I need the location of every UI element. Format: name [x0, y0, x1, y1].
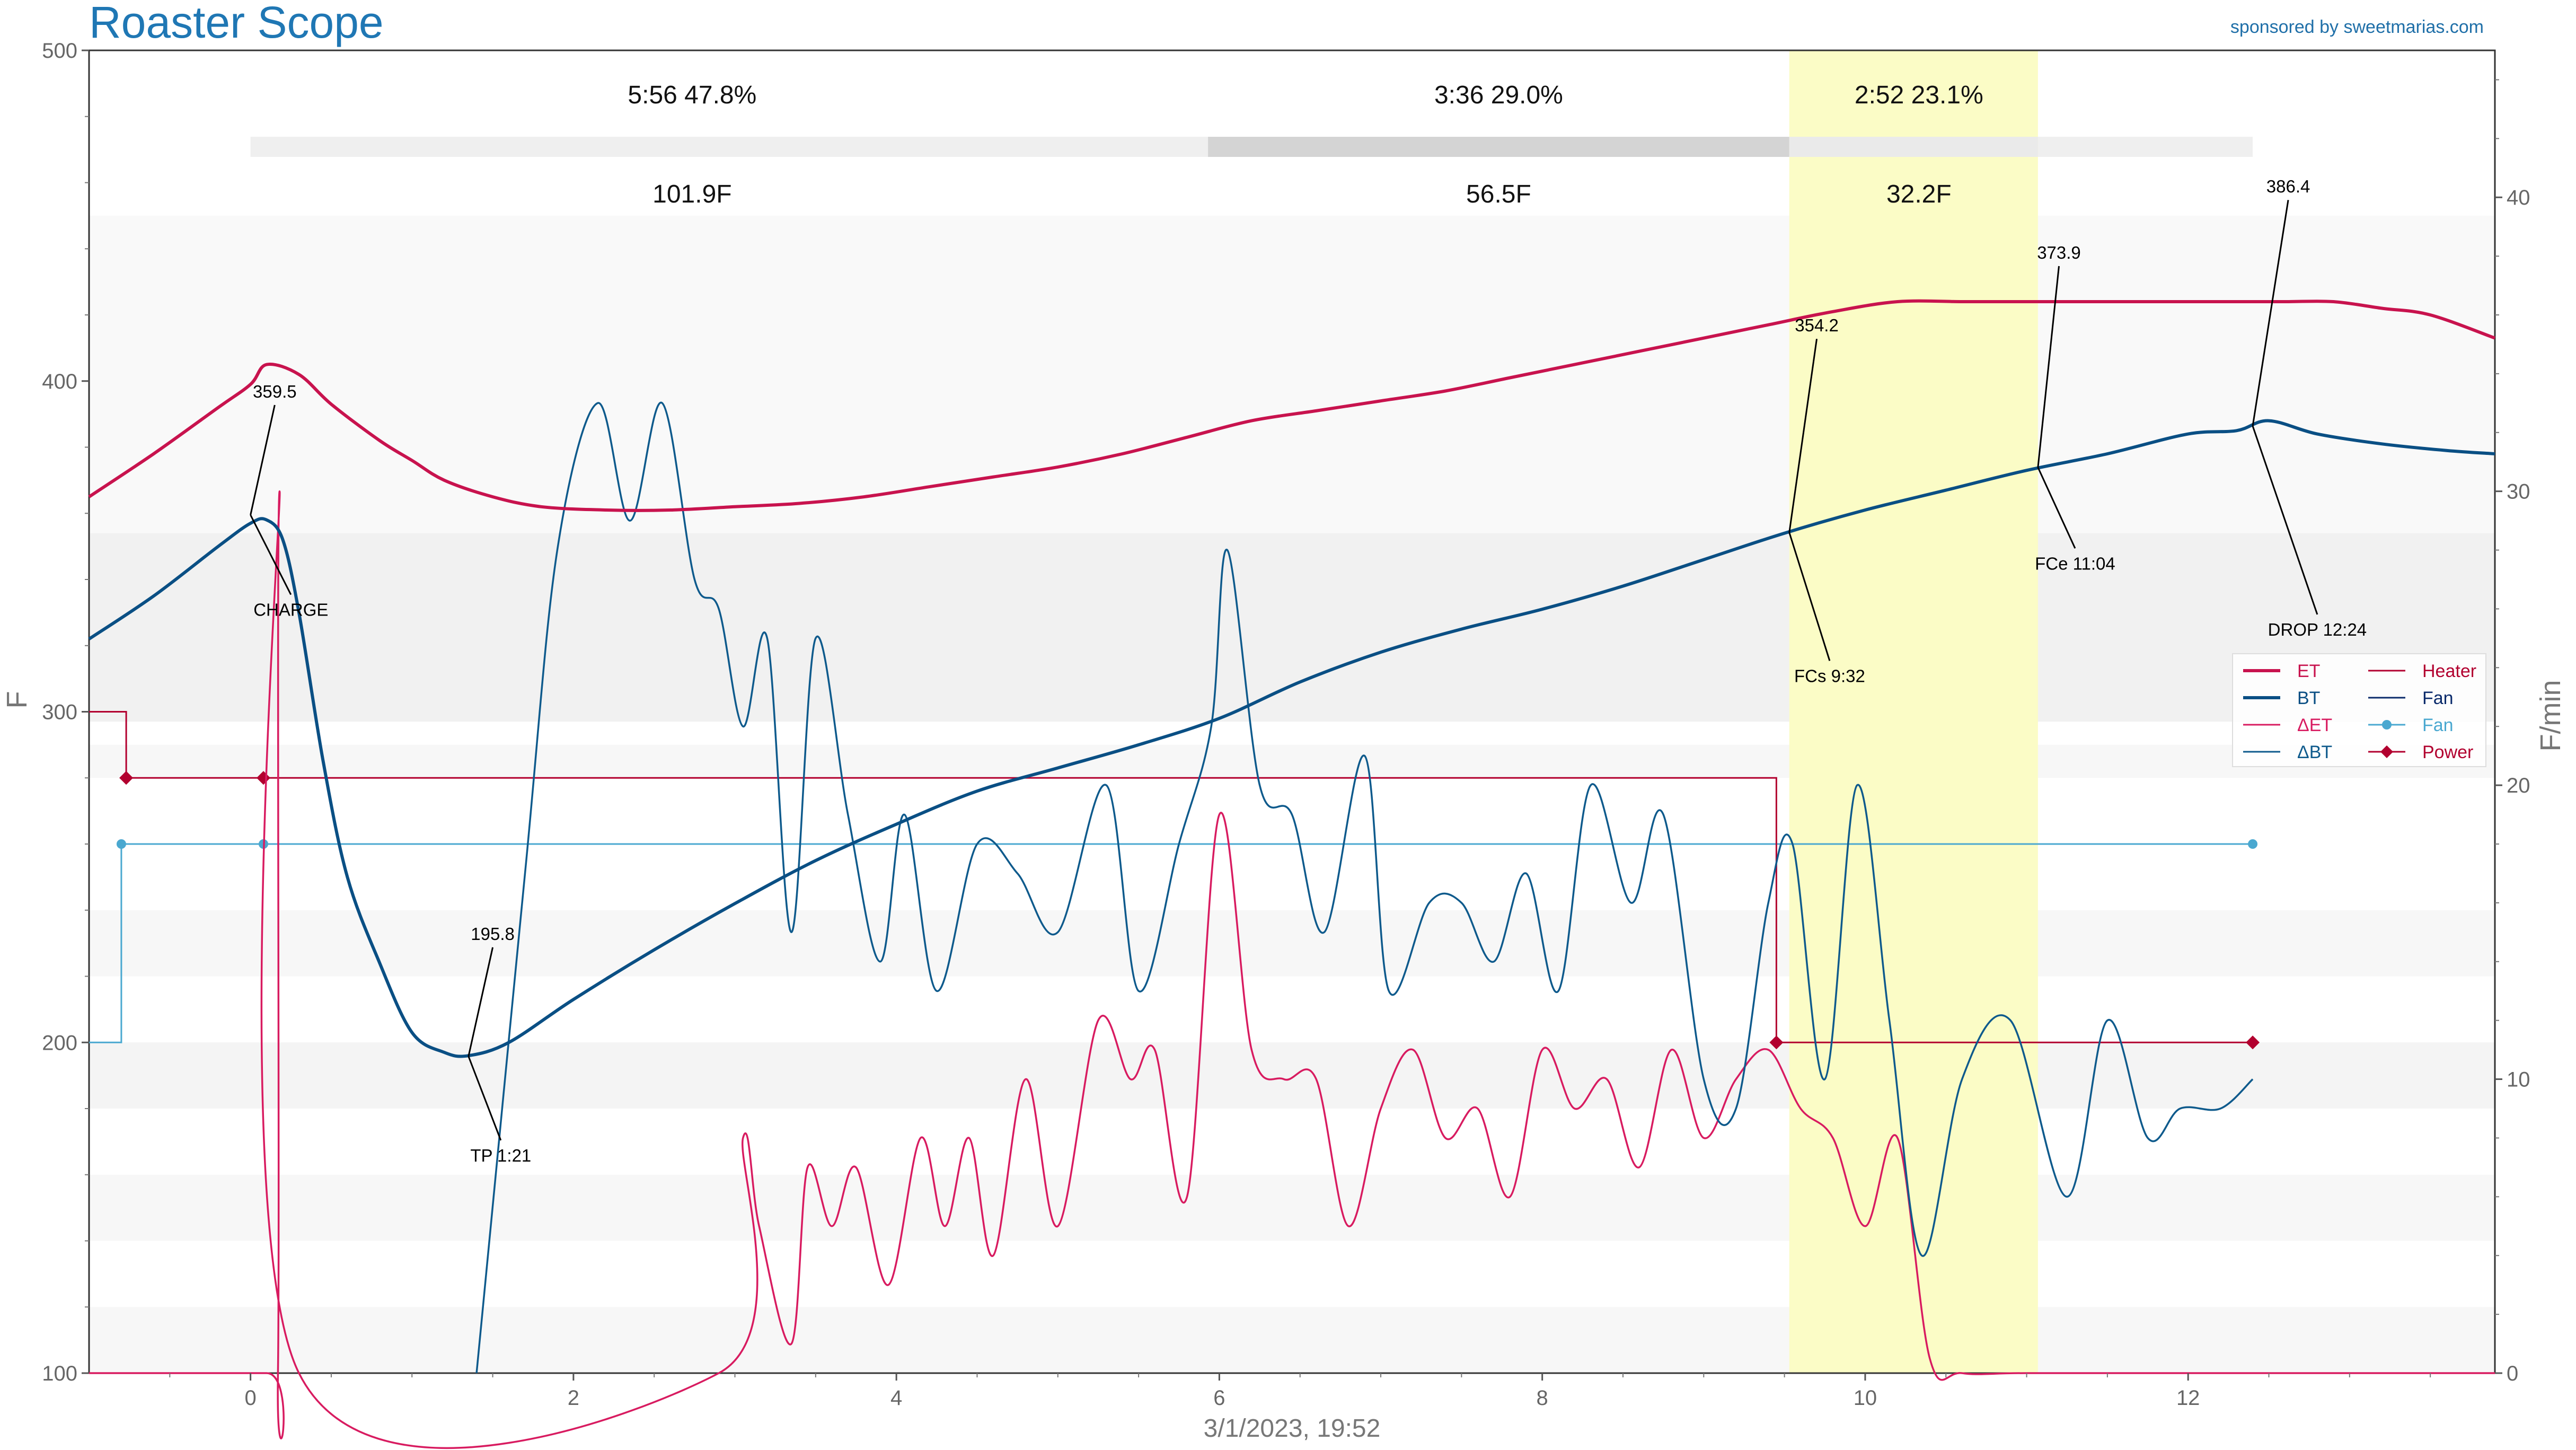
development-highlight — [1789, 50, 2038, 1373]
annotation-label: FCe 11:04 — [2035, 553, 2115, 573]
legend-label: Power — [2422, 742, 2473, 762]
sponsor-link[interactable]: sponsored by sweetmarias.com — [2230, 17, 2484, 37]
et-series-line — [88, 299, 2496, 512]
legend-label: ΔBT — [2297, 742, 2332, 762]
legend-item: BT — [2243, 688, 2320, 708]
power-marker — [2246, 1035, 2260, 1050]
y-tick-label: 400 — [42, 370, 77, 393]
power-marker — [119, 771, 134, 785]
annotation-value: 354.2 — [1795, 315, 1839, 335]
legend-item: ΔET — [2243, 715, 2332, 735]
legend: ET Heater BT Fan ΔET Fan ΔBT Power — [2232, 653, 2486, 767]
annotation-leader-line — [250, 405, 276, 515]
phase-bar-segment — [1789, 137, 2038, 157]
y-tick-label: 500 — [42, 39, 77, 63]
legend-marker — [2380, 745, 2393, 758]
y-tick-label: 100 — [42, 1362, 77, 1385]
background-band — [89, 910, 2495, 977]
annotation-leader-line — [467, 947, 494, 1057]
y-tick-label: 200 — [42, 1031, 77, 1054]
legend-item: Fan — [2368, 715, 2454, 735]
annotation-value: 195.8 — [471, 924, 515, 944]
phase-duration-label: 2:52 23.1% — [1855, 81, 1983, 109]
phase-duration-label: 3:36 29.0% — [1434, 81, 1563, 109]
y-axis-label: F — [1, 691, 33, 709]
event-annotations: 359.5 CHARGE 195.8 TP 1:21 354.2 FCs 9:32 373.… — [250, 177, 2367, 1165]
heater-series-line — [89, 711, 2253, 1043]
annotation-leader-line — [2252, 426, 2318, 615]
phase-delta-label: 32.2F — [1886, 180, 1952, 208]
annotation-value: 373.9 — [2037, 243, 2081, 262]
legend-label: BT — [2297, 688, 2320, 708]
legend-item: Power — [2368, 742, 2473, 762]
annotation-leader-line — [2037, 467, 2076, 549]
y2-tick-label: 20 — [2507, 774, 2530, 797]
annotation-leader-line — [1788, 532, 1831, 661]
annotation-leader-line — [2037, 266, 2060, 468]
legend-label: ET — [2297, 661, 2320, 681]
highlight-band — [1789, 50, 2038, 1373]
legend-box — [2232, 653, 2486, 767]
background-band — [89, 1307, 2495, 1373]
delta-et-series-line — [89, 490, 2495, 1449]
background-band — [89, 381, 2495, 547]
y2-tick-label: 40 — [2507, 186, 2530, 209]
phase-duration-label: 5:56 47.8% — [628, 81, 756, 109]
background-band — [89, 215, 2495, 381]
series-lines — [88, 299, 2496, 1449]
legend-marker — [2382, 720, 2392, 730]
x-axis-label: 3/1/2023, 19:52 — [1204, 1414, 1381, 1443]
power-marker — [1769, 1035, 1784, 1050]
background-band — [89, 533, 2495, 722]
x-tick-label: 10 — [1854, 1386, 1877, 1410]
fan-marker — [2248, 839, 2258, 849]
phase-bar-segment — [1208, 137, 1789, 157]
background-band — [89, 1174, 2495, 1241]
x-tick-label: 6 — [1213, 1386, 1225, 1410]
legend-label: Fan — [2422, 715, 2454, 735]
y2-axis-label: F/min — [2535, 680, 2566, 752]
x-tick-label: 12 — [2176, 1386, 2200, 1410]
x-tick-label: 4 — [890, 1386, 902, 1410]
fan-series-line — [89, 843, 2253, 1043]
phase-delta-label: 101.9F — [652, 180, 731, 208]
annotation-leader-line — [250, 514, 292, 595]
y2-tick-label: 10 — [2507, 1068, 2530, 1092]
legend-item: ΔBT — [2243, 742, 2332, 762]
phase-bar-segment — [250, 137, 1208, 157]
phase-bar-segment — [2037, 137, 2253, 157]
annotation-label: FCs 9:32 — [1794, 666, 1865, 686]
y2-tick-label: 0 — [2507, 1362, 2518, 1385]
background-band — [89, 744, 2495, 778]
annotation-label: CHARGE — [253, 600, 328, 620]
legend-item: ET — [2243, 661, 2320, 681]
annotation-label: TP 1:21 — [470, 1146, 531, 1165]
bt-series-line — [88, 419, 2495, 1058]
delta-bt-series-line — [475, 401, 2254, 1374]
annotation-label: DROP 12:24 — [2268, 620, 2367, 639]
legend-label: ΔET — [2297, 715, 2332, 735]
phase-labels: 5:56 47.8% 101.9F 3:36 29.0% 56.5F 2:52 23.1… — [628, 81, 1983, 208]
y2-tick-label: 30 — [2507, 480, 2530, 504]
axes: 0 2 4 6 8 10 12 100 200 300 400 500 0 10 20 30 40 3/1/202… — [1, 39, 2566, 1443]
legend-label: Heater — [2422, 661, 2476, 681]
annotation-value: 359.5 — [253, 382, 297, 401]
annotation-leader-line — [1788, 338, 1818, 533]
phase-delta-label: 56.5F — [1466, 180, 1531, 208]
phase-bar — [250, 137, 2253, 157]
legend-item: Fan — [2368, 688, 2454, 708]
legend-label: Fan — [2422, 688, 2454, 708]
fan-marker — [116, 839, 126, 849]
app-title[interactable]: Roaster Scope — [89, 0, 384, 47]
annotation-value: 386.4 — [2266, 177, 2310, 196]
x-tick-label: 0 — [245, 1386, 257, 1410]
y-tick-label: 300 — [42, 701, 77, 724]
legend-item: Heater — [2368, 661, 2476, 681]
annotation-leader-line — [467, 1056, 502, 1141]
x-tick-label: 2 — [568, 1386, 579, 1410]
annotation-leader-line — [2252, 199, 2289, 426]
x-tick-label: 8 — [1537, 1386, 1548, 1410]
background-bands — [89, 215, 2495, 1373]
